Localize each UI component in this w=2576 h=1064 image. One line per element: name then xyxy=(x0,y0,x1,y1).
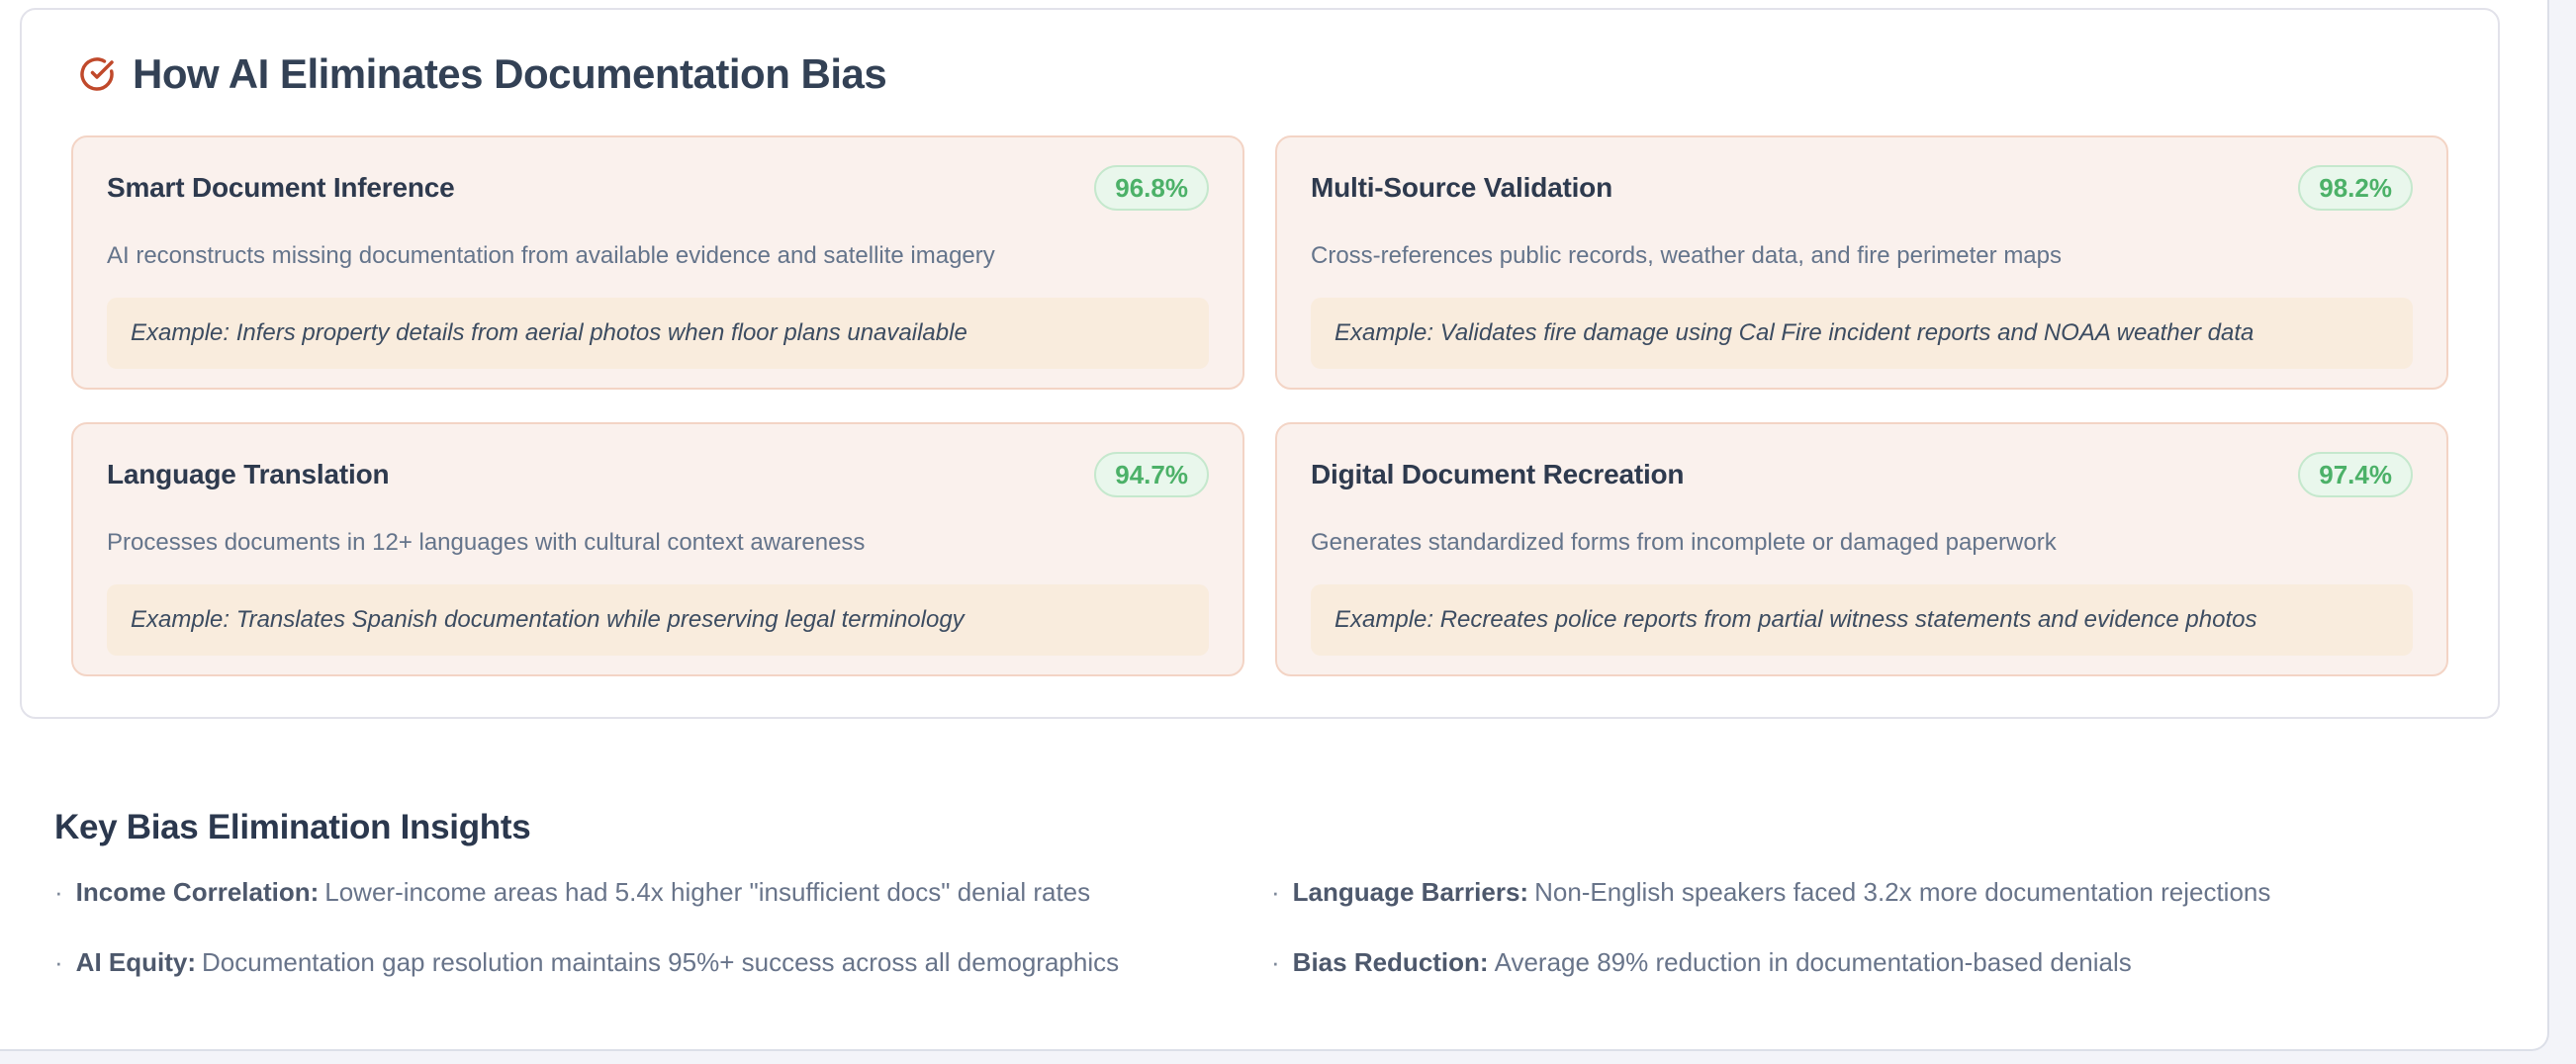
card-description: Generates standardized forms from incomp… xyxy=(1311,529,2057,556)
insights-grid: · Income Correlation: Lower-income areas … xyxy=(54,874,2488,980)
card-header: Smart Document Inference 96.8% xyxy=(107,165,1209,211)
card-multi-source-validation: Multi-Source Validation 98.2% Cross-refe… xyxy=(1275,135,2448,390)
example-box: Example: Translates Spanish documentatio… xyxy=(107,584,1209,656)
insight-ai-equity: · AI Equity: Documentation gap resolution… xyxy=(54,944,1271,980)
insights-heading: Key Bias Elimination Insights xyxy=(54,808,531,846)
insight-label: Income Correlation: xyxy=(75,877,320,907)
card-description: AI reconstructs missing documentation fr… xyxy=(107,242,995,269)
insight-text-wrap: AI Equity: Documentation gap resolution m… xyxy=(76,944,1119,980)
card-title: Smart Document Inference xyxy=(107,172,455,203)
card-digital-document-recreation: Digital Document Recreation 97.4% Genera… xyxy=(1275,422,2448,676)
content-surface: How AI Eliminates Documentation Bias Sma… xyxy=(0,0,2549,1051)
bullet-dot: · xyxy=(54,877,63,907)
card-title: Digital Document Recreation xyxy=(1311,459,1685,489)
bullet-dot: · xyxy=(1271,877,1280,907)
card-language-translation: Language Translation 94.7% Processes doc… xyxy=(71,422,1244,676)
insight-text: Non-English speakers faced 3.2x more doc… xyxy=(1534,877,2271,907)
accuracy-badge: 96.8% xyxy=(1094,165,1209,211)
example-box: Example: Recreates police reports from p… xyxy=(1311,584,2413,656)
accuracy-badge: 98.2% xyxy=(2298,165,2413,211)
feature-card-grid: Smart Document Inference 96.8% AI recons… xyxy=(71,135,2448,676)
card-header: Multi-Source Validation 98.2% xyxy=(1311,165,2413,211)
insight-income-correlation: · Income Correlation: Lower-income areas … xyxy=(54,874,1271,910)
example-box: Example: Validates fire damage using Cal… xyxy=(1311,298,2413,369)
card-description: Cross-references public records, weather… xyxy=(1311,242,2062,269)
bullet-dot: · xyxy=(1271,947,1280,977)
insight-label: AI Equity: xyxy=(75,947,197,977)
insight-bias-reduction: · Bias Reduction: Average 89% reduction i… xyxy=(1271,944,2488,980)
accuracy-badge: 94.7% xyxy=(1094,452,1209,497)
insight-label: Language Barriers: xyxy=(1292,877,1529,907)
insight-text-wrap: Income Correlation: Lower-income areas ha… xyxy=(76,874,1090,910)
page-title: How AI Eliminates Documentation Bias xyxy=(133,50,887,97)
insight-text: Average 89% reduction in documentation-b… xyxy=(1494,947,2132,977)
card-description: Processes documents in 12+ languages wit… xyxy=(107,529,866,556)
key-insights-section: Key Bias Elimination Insights · Income C… xyxy=(54,807,2488,980)
card-header: Digital Document Recreation 97.4% xyxy=(1311,452,2413,497)
card-header: Language Translation 94.7% xyxy=(107,452,1209,497)
card-title: Multi-Source Validation xyxy=(1311,172,1612,203)
insight-text: Lower-income areas had 5.4x higher "insu… xyxy=(324,877,1091,907)
documentation-bias-panel: How AI Eliminates Documentation Bias Sma… xyxy=(20,8,2500,719)
card-smart-document-inference: Smart Document Inference 96.8% AI recons… xyxy=(71,135,1244,390)
card-title: Language Translation xyxy=(107,459,390,489)
panel-header: How AI Eliminates Documentation Bias xyxy=(22,10,2498,99)
insight-language-barriers: · Language Barriers: Non-English speakers… xyxy=(1271,874,2488,910)
insight-text-wrap: Bias Reduction: Average 89% reduction in … xyxy=(1293,944,2132,980)
check-circle-icon xyxy=(79,56,115,92)
accuracy-badge: 97.4% xyxy=(2298,452,2413,497)
insight-text: Documentation gap resolution maintains 9… xyxy=(202,947,1120,977)
insight-label: Bias Reduction: xyxy=(1292,947,1489,977)
example-box: Example: Infers property details from ae… xyxy=(107,298,1209,369)
insight-text-wrap: Language Barriers: Non-English speakers f… xyxy=(1293,874,2271,910)
bullet-dot: · xyxy=(54,947,63,977)
